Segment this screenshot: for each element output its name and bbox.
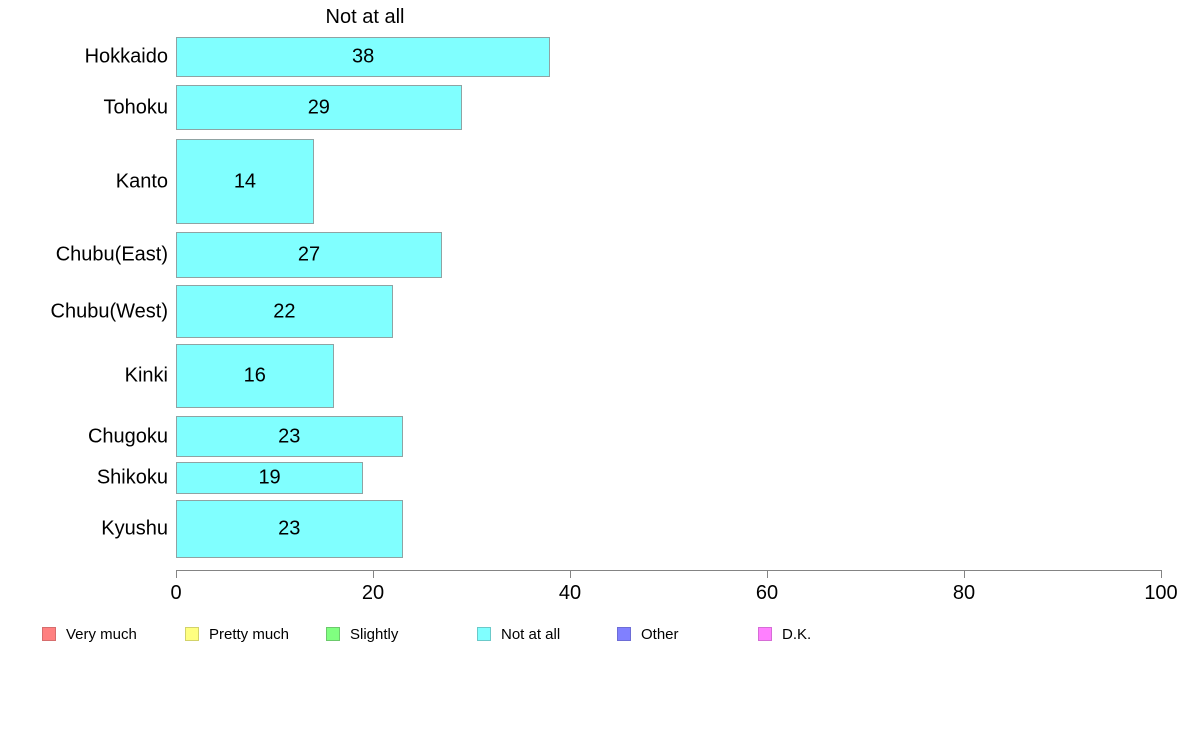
x-tick-20 bbox=[373, 570, 374, 578]
bar-value-chugoku: 23 bbox=[278, 425, 301, 447]
x-tick-40 bbox=[570, 570, 571, 578]
bar-value-chubu-west: 22 bbox=[273, 300, 296, 322]
bar-kyushu bbox=[176, 500, 403, 558]
bar-chugoku bbox=[176, 416, 403, 457]
row-label-tohoku: Tohoku bbox=[103, 96, 169, 118]
row-label-chubu-east: Chubu(East) bbox=[55, 243, 168, 266]
legend-label-d-k: D.K. bbox=[782, 626, 812, 643]
x-tick-100 bbox=[1161, 570, 1162, 578]
x-tick-label-60: 60 bbox=[755, 582, 779, 604]
legend-swatch-very-much bbox=[42, 627, 56, 641]
row-label-hokkaido: Hokkaido bbox=[84, 45, 168, 68]
legend-swatch-d-k bbox=[758, 627, 772, 641]
legend-label-pretty-much: Pretty much bbox=[209, 626, 290, 643]
legend-label-very-much: Very much bbox=[66, 626, 137, 643]
x-tick-60 bbox=[767, 570, 768, 578]
x-tick-label-0: 0 bbox=[170, 582, 182, 604]
bar-shikoku bbox=[176, 462, 364, 494]
legend-swatch-slightly bbox=[326, 627, 340, 641]
bar-value-kinki: 16 bbox=[243, 364, 266, 387]
x-tick-0 bbox=[176, 570, 177, 578]
bar-kinki bbox=[176, 344, 334, 408]
bar-kanto bbox=[176, 139, 314, 224]
bar-chubu-west bbox=[176, 285, 393, 338]
x-axis-line bbox=[176, 570, 1161, 571]
bar-tohoku bbox=[176, 85, 462, 130]
legend-label-other: Other bbox=[641, 626, 679, 643]
bar-value-hokkaido: 38 bbox=[352, 45, 375, 68]
legend-swatch-not-at-all bbox=[477, 627, 491, 641]
row-label-chubu-west: Chubu(West) bbox=[50, 300, 168, 322]
legend-label-not-at-all: Not at all bbox=[501, 626, 561, 643]
legend-label-slightly: Slightly bbox=[350, 626, 399, 643]
x-tick-label-40: 40 bbox=[558, 582, 582, 604]
row-label-kyushu: Kyushu bbox=[101, 517, 168, 540]
bar-hokkaido bbox=[176, 37, 551, 77]
chart-title: Not at all bbox=[325, 6, 405, 28]
bar-value-chubu-east: 27 bbox=[297, 243, 321, 266]
x-tick-label-80: 80 bbox=[952, 582, 976, 604]
row-label-kanto: Kanto bbox=[115, 170, 168, 192]
bar-value-kyushu: 23 bbox=[278, 517, 301, 540]
row-label-chugoku: Chugoku bbox=[87, 425, 168, 447]
x-tick-label-100: 100 bbox=[1144, 582, 1178, 604]
bar-chubu-east bbox=[176, 232, 442, 278]
legend-swatch-other bbox=[617, 627, 631, 641]
x-tick-label-20: 20 bbox=[361, 582, 385, 604]
row-label-kinki: Kinki bbox=[124, 364, 168, 387]
bar-value-kanto: 14 bbox=[233, 170, 257, 192]
x-tick-80 bbox=[964, 570, 965, 578]
bar-value-shikoku: 19 bbox=[258, 466, 281, 489]
row-label-shikoku: Shikoku bbox=[96, 466, 168, 489]
bar-value-tohoku: 29 bbox=[307, 96, 330, 118]
legend-swatch-pretty-much bbox=[185, 627, 199, 641]
